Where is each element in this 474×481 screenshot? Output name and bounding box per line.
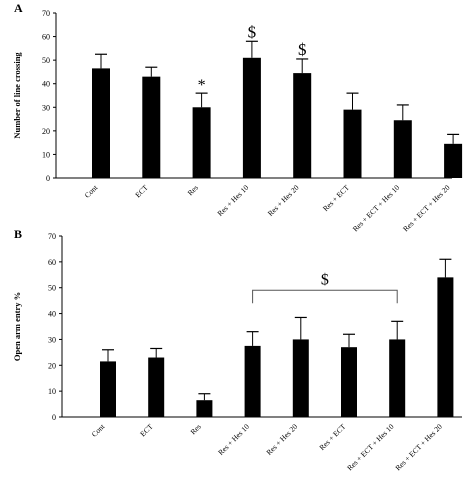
y-tick-label: 30	[48, 335, 56, 344]
y-tick-label: 70	[42, 9, 50, 18]
y-tick-label: 20	[48, 361, 56, 370]
x-tick-label: Res + ECT + Hes 10	[345, 422, 396, 473]
bar	[389, 339, 406, 417]
y-axis-title: Number of line crossing	[12, 52, 22, 139]
x-tick-label: Cont	[83, 182, 100, 199]
y-tick-label: 0	[46, 174, 50, 183]
x-tick-label: Res	[186, 183, 200, 197]
x-tick-label: Res	[188, 422, 202, 436]
x-tick-label: Cont	[90, 421, 107, 438]
x-tick-label: Res + Hes 10	[216, 422, 251, 457]
bar	[196, 400, 213, 417]
y-tick-label: 50	[48, 284, 56, 293]
bar	[92, 68, 110, 178]
significance-marker: *	[198, 77, 206, 94]
x-tick-label: Res + ECT + Hes 20	[393, 422, 444, 473]
y-axis-title: Open arm entry %	[12, 292, 22, 361]
x-tick-label: ECT	[138, 422, 155, 439]
significance-marker: $	[298, 40, 307, 59]
bar	[343, 109, 362, 178]
bar	[244, 345, 261, 417]
bar	[292, 339, 309, 417]
bar	[341, 347, 357, 417]
significance-bracket	[252, 289, 398, 304]
y-tick-label: 60	[42, 33, 50, 42]
x-tick-label: Res + ECT	[321, 183, 351, 213]
y-tick-label: 40	[42, 80, 50, 89]
bar	[444, 143, 463, 178]
y-tick-label: 60	[48, 258, 56, 267]
bar	[437, 277, 454, 417]
y-tick-label: 10	[42, 150, 50, 159]
y-tick-label: 70	[48, 232, 56, 241]
significance-marker: $	[248, 22, 257, 41]
x-tick-label: Res + Hes 10	[215, 183, 250, 218]
x-tick-label: ECT	[133, 183, 150, 200]
x-tick-label: Res + ECT	[317, 422, 347, 452]
panel-label: B	[14, 227, 22, 241]
y-tick-label: 0	[52, 413, 56, 422]
bar	[100, 361, 116, 417]
y-tick-label: 40	[48, 310, 56, 319]
bar	[293, 73, 312, 178]
x-tick-label: Res + Hes 20	[266, 183, 301, 218]
panel-label: A	[14, 1, 23, 15]
bar	[242, 57, 261, 178]
bar	[142, 76, 161, 178]
x-tick-label: Res + Hes 20	[264, 422, 299, 457]
y-tick-label: 30	[42, 103, 50, 112]
y-tick-label: 50	[42, 56, 50, 65]
y-tick-label: 10	[48, 387, 56, 396]
bar	[192, 107, 211, 178]
bracket-label: $	[321, 271, 329, 288]
x-tick-label: Res + ECT + Hes 10	[351, 183, 402, 234]
bar	[148, 357, 165, 417]
x-tick-label: Res + ECT + Hes 20	[401, 183, 452, 234]
y-tick-label: 20	[42, 127, 50, 136]
bar	[393, 120, 412, 178]
